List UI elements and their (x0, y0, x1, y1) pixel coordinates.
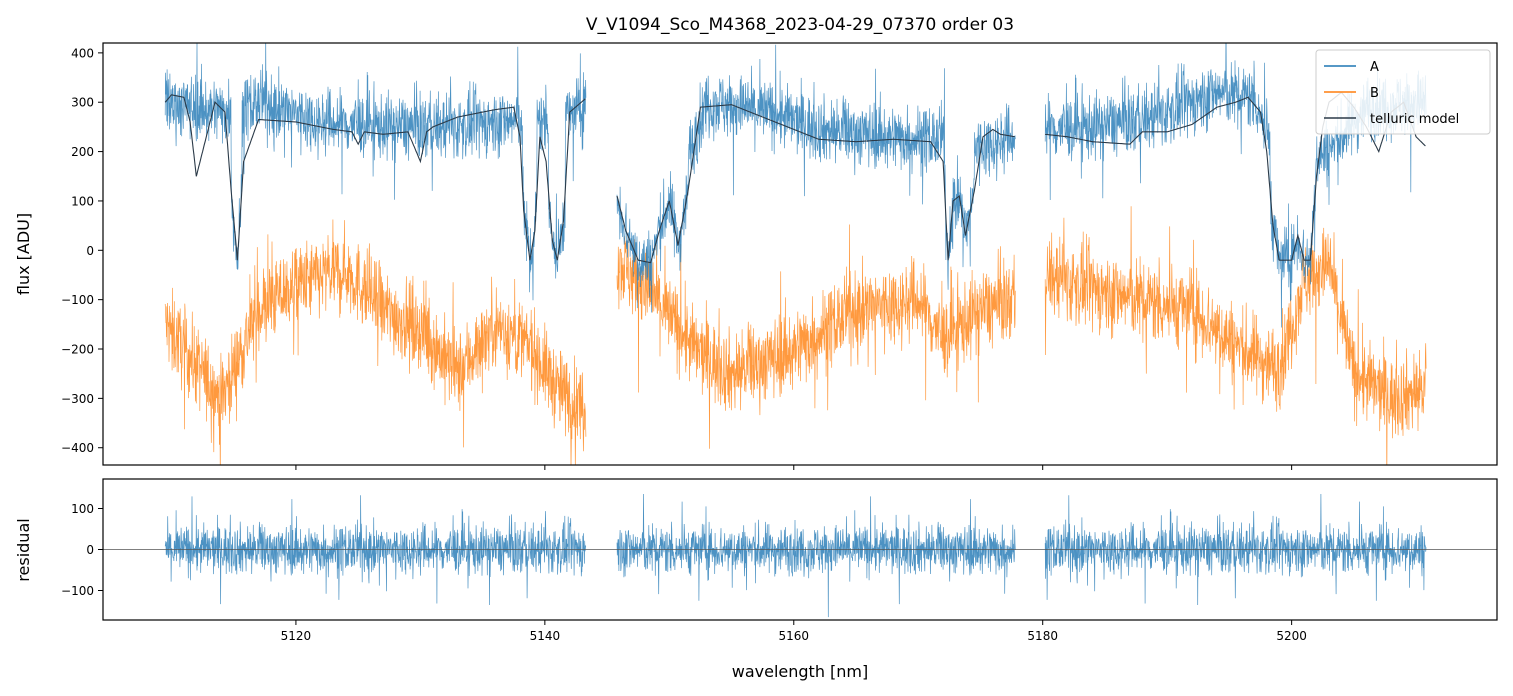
residual-ytick-label: 100 (71, 502, 94, 516)
residual-line (1044, 493, 1427, 606)
main-ytick-label: −200 (61, 343, 94, 357)
main-ytick-label: −100 (61, 293, 94, 307)
telluric-model-line (616, 104, 1015, 264)
residual-xtick-label: 5200 (1276, 629, 1307, 643)
y-axis-label-flux: flux [ADU] (14, 213, 33, 295)
residual-plot-area (103, 493, 1497, 618)
residual-xtick-label: 5140 (530, 629, 561, 643)
x-axis-label: wavelength [nm] (732, 662, 869, 681)
series-b-line (1044, 206, 1427, 465)
main-ytick-label: −400 (61, 441, 94, 455)
main-plot-area (164, 43, 1427, 465)
main-ytick-label: 400 (71, 46, 94, 60)
main-ytick-label: 100 (71, 194, 94, 208)
residual-xtick-label: 5160 (779, 629, 810, 643)
main-frame (102, 42, 1498, 466)
chart-title: V_V1094_Sco_M4368_2023-04-29_07370 order… (586, 15, 1014, 35)
legend-entry-label: telluric model (1370, 112, 1459, 127)
legend-box (1315, 49, 1491, 135)
main-ytick-label: −300 (61, 392, 94, 406)
legend-entry-label: A (1370, 60, 1379, 75)
main-ytick-label: 200 (71, 145, 94, 159)
residual-line (164, 495, 587, 606)
y-axis-label-residual: residual (14, 518, 33, 581)
residual-ytick-label: −100 (61, 584, 94, 598)
residual-xtick-label: 5180 (1027, 629, 1058, 643)
series-b-line (616, 224, 1016, 449)
residual-panel: −100 0 100 5120 5140 5160 5180 5200 (61, 478, 1498, 643)
main-ytick-label: 0 (86, 244, 94, 258)
main-ytick-label: 300 (71, 96, 94, 110)
residual-line (616, 493, 1016, 618)
main-panel: −400 −300 −200 −100 0 100 200 300 400 (61, 42, 1498, 470)
residual-ytick-label: 0 (86, 543, 94, 557)
telluric-model-line (164, 94, 586, 261)
legend-entry-label: B (1370, 86, 1379, 101)
series-b-line (164, 219, 587, 465)
residual-xtick-label: 5120 (281, 629, 312, 643)
